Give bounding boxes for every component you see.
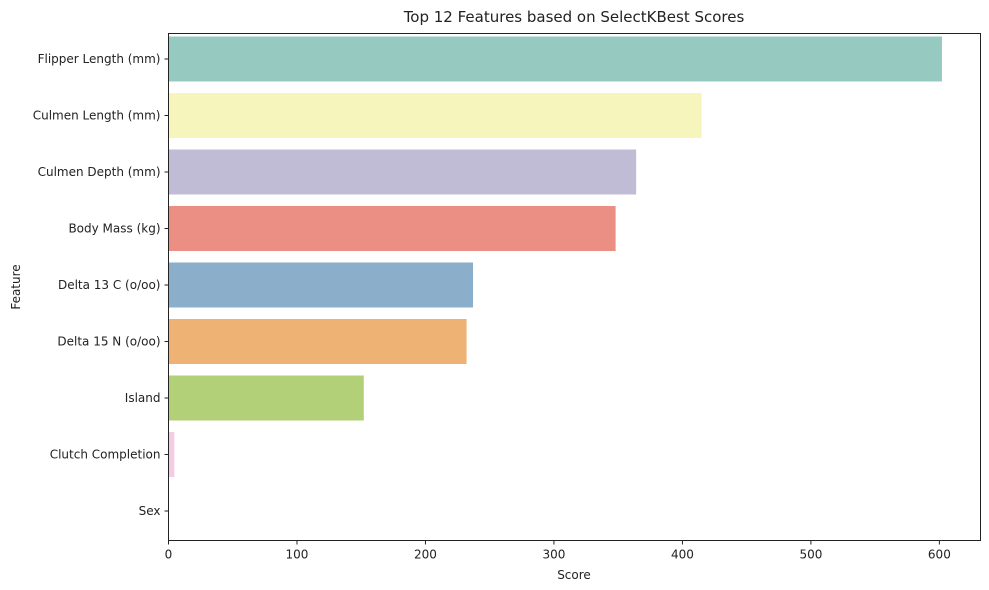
y-tick-label: Island (125, 391, 161, 405)
bars-group (168, 36, 942, 534)
bar-flipper-length-mm (168, 36, 942, 82)
x-axis-ticks: 0 100 200 300 400 500 600 (165, 540, 951, 562)
y-tick-label: Body Mass (kg) (68, 222, 160, 236)
y-tick-label: Delta 15 N (o/oo) (57, 335, 160, 349)
y-tick-label: Delta 13 C (o/oo) (58, 278, 161, 292)
plot-frame (168, 33, 981, 541)
bar-culmen-length-mm (168, 93, 702, 138)
x-tick-label: 100 (286, 548, 309, 562)
y-axis-label: Feature (9, 264, 23, 309)
x-tick-label: 200 (414, 548, 437, 562)
y-tick-label: Culmen Depth (mm) (38, 165, 161, 179)
bar-delta-13-c-o-oo (168, 262, 473, 308)
bar-delta-15-n-o-oo (168, 319, 467, 364)
y-tick-label: Sex (139, 504, 161, 518)
y-axis-ticks: Flipper Length (mm) Culmen Length (mm) Cul… (33, 52, 169, 518)
bar-body-mass-kg (168, 206, 616, 251)
y-tick-label: Flipper Length (mm) (38, 52, 161, 66)
y-tick-label: Culmen Length (mm) (33, 109, 161, 123)
x-tick-label: 500 (799, 548, 822, 562)
x-tick-label: 0 (165, 548, 173, 562)
bar-clutch-completion (168, 432, 175, 477)
x-axis-label: Score (557, 568, 591, 582)
x-tick-label: 600 (928, 548, 951, 562)
x-tick-label: 400 (671, 548, 694, 562)
chart-title: Top 12 Features based on SelectKBest Sco… (403, 8, 745, 26)
y-tick-label: Clutch Completion (50, 448, 161, 462)
x-tick-label: 300 (542, 548, 565, 562)
bar-island (168, 375, 364, 421)
bar-culmen-depth-mm (168, 149, 637, 195)
